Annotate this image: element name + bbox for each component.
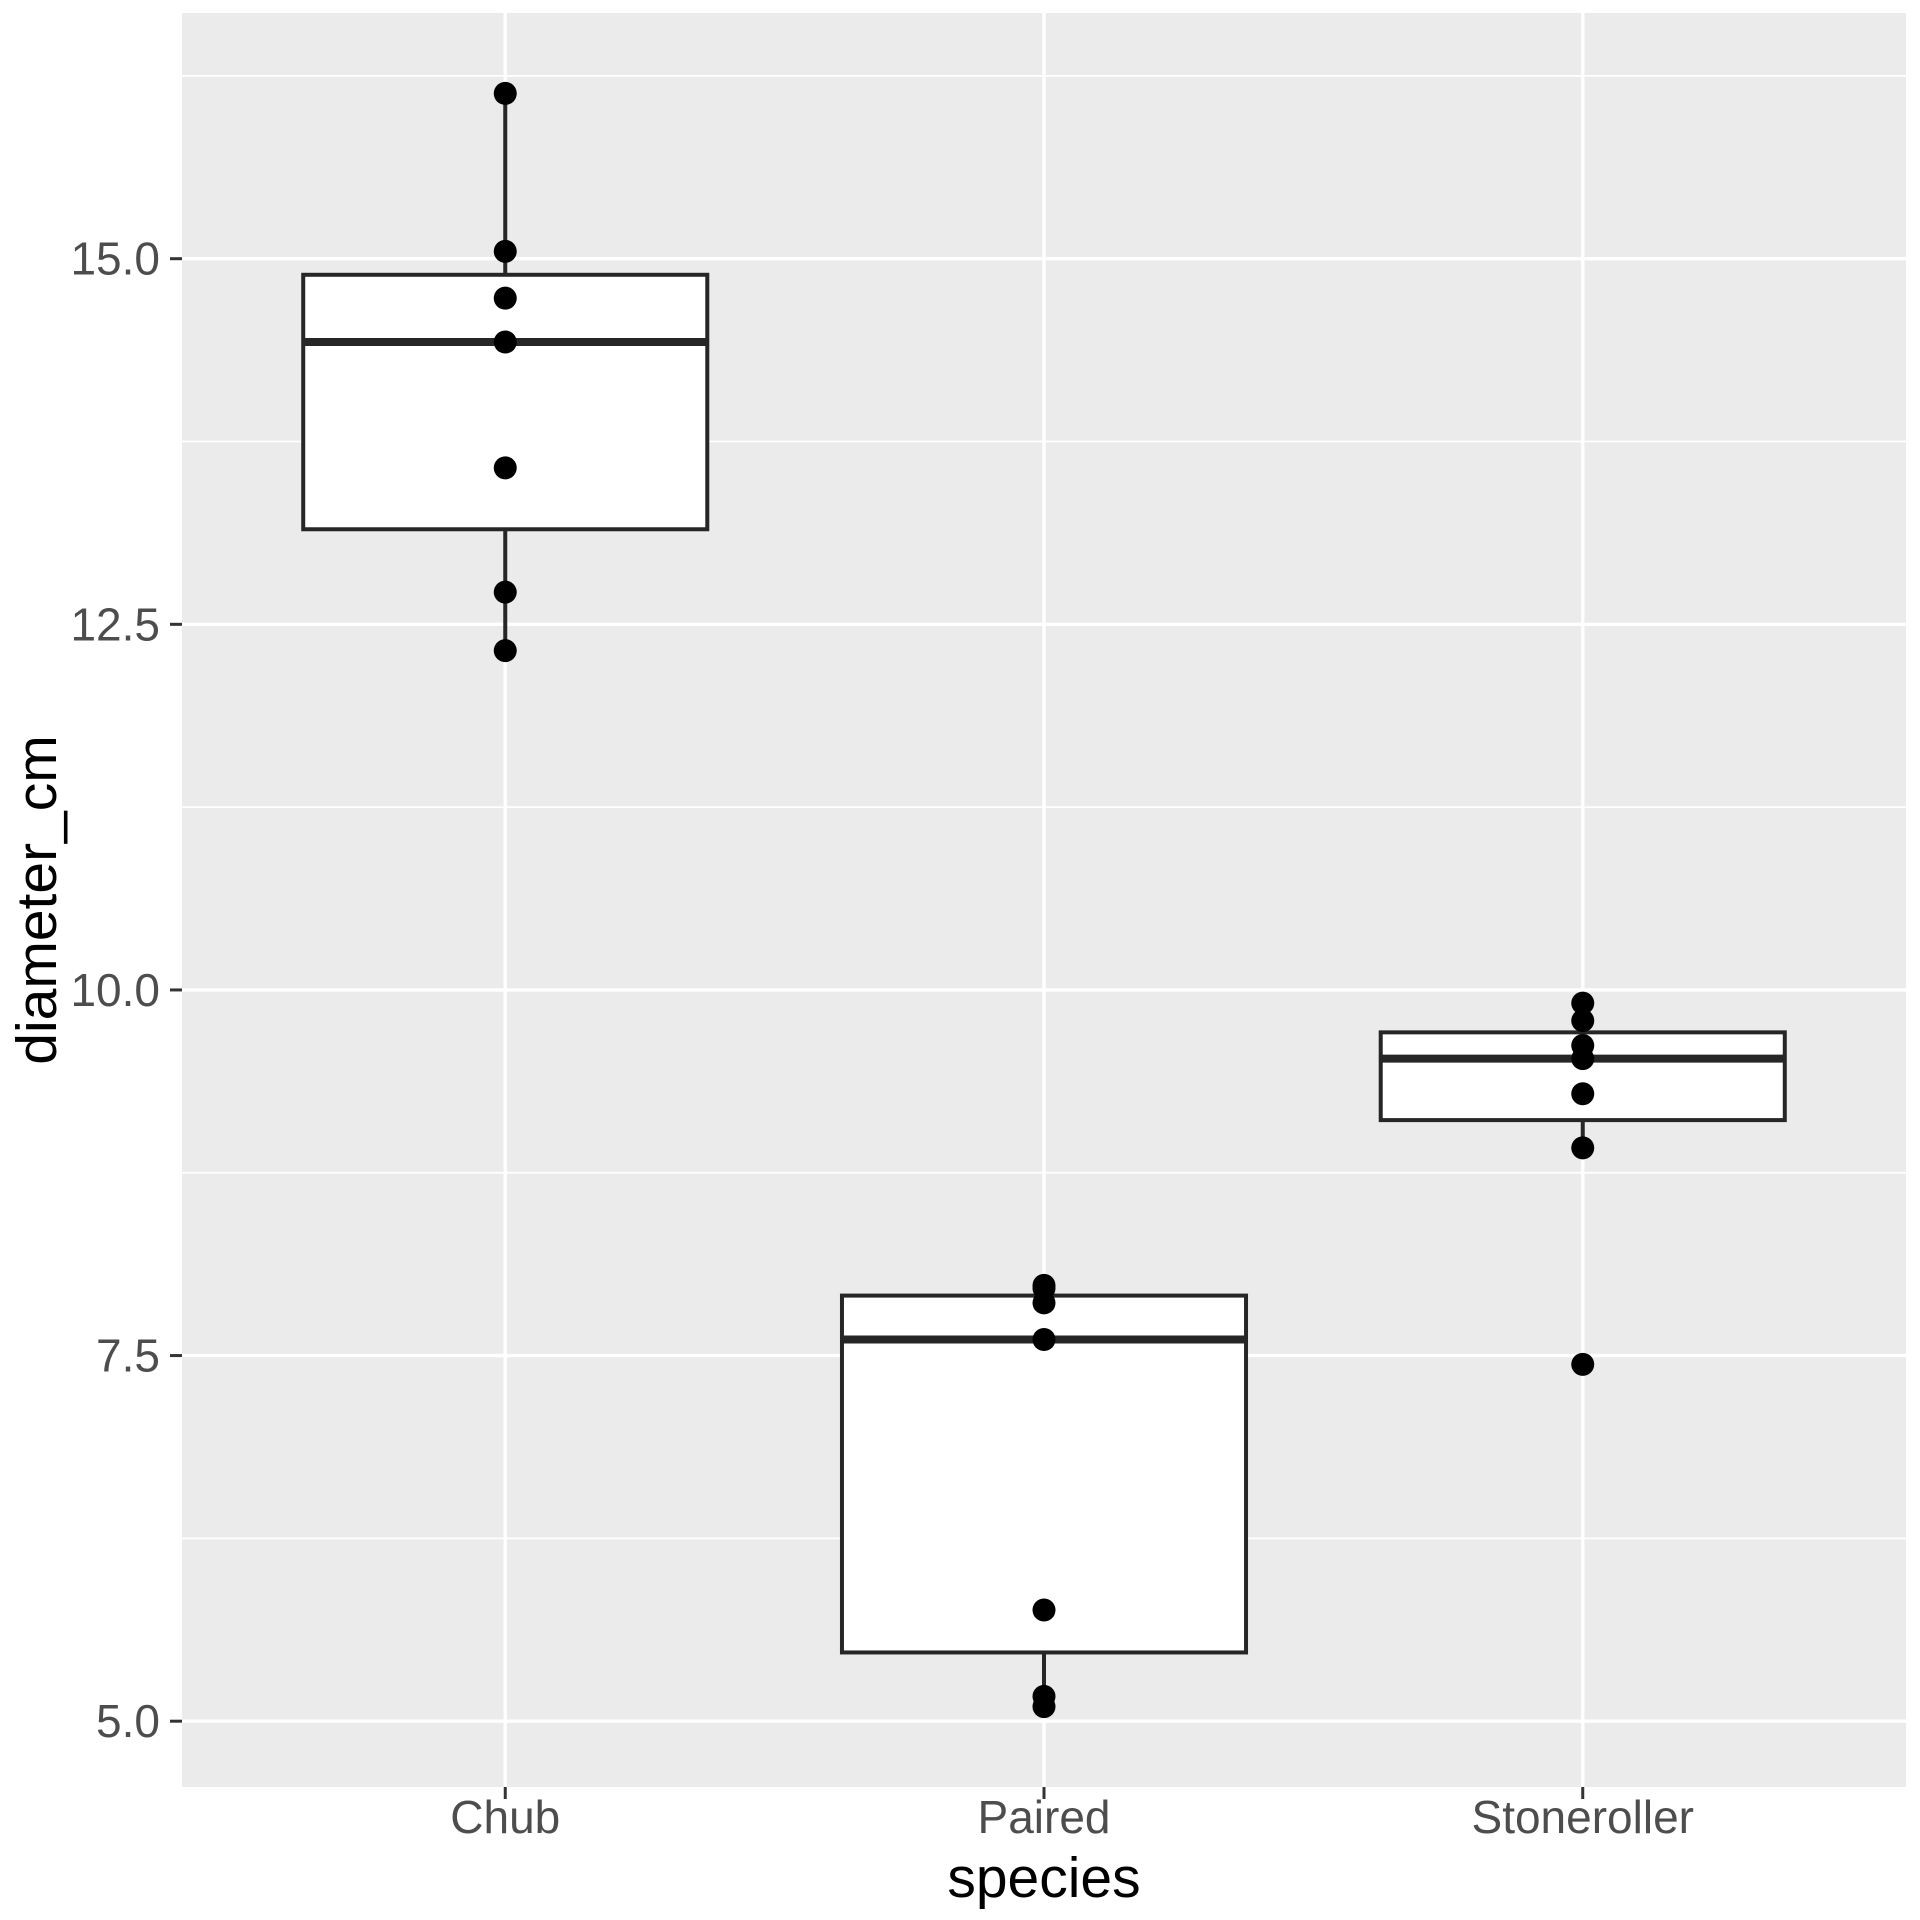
- data-point: [1571, 991, 1595, 1015]
- data-point: [1032, 1695, 1056, 1719]
- y-tick-label: 12.5: [70, 598, 160, 650]
- y-tick-label: 5.0: [96, 1695, 160, 1747]
- x-tick-label-chub: Chub: [450, 1791, 560, 1843]
- data-point: [1032, 1598, 1056, 1622]
- data-point: [1032, 1291, 1056, 1315]
- data-point: [493, 456, 517, 480]
- iqr-box: [839, 1293, 1249, 1655]
- data-point: [493, 580, 517, 604]
- y-tick-label: 7.5: [96, 1330, 160, 1382]
- grid-layer: [182, 13, 1906, 1787]
- data-point: [493, 330, 517, 354]
- x-axis-title: species: [947, 1846, 1140, 1910]
- data-point: [1032, 1327, 1056, 1351]
- data-point: [1571, 1136, 1595, 1160]
- x-tick-label-stoneroller: Stoneroller: [1472, 1791, 1694, 1843]
- data-point: [493, 81, 517, 105]
- boxplot-group-stoneroller: [1378, 991, 1787, 1376]
- axis-layer: 15.0 12.5 10.0 7.5 5.0 Chub Paired Stoneroller: [70, 233, 1694, 1843]
- data-point: [1571, 1352, 1595, 1376]
- iqr-box: [301, 272, 710, 532]
- boxplot-group-chub: [301, 81, 710, 663]
- boxplot-group-paired: [839, 1273, 1249, 1719]
- data-point: [493, 286, 517, 310]
- y-axis-title: diameter_cm: [5, 735, 69, 1064]
- data-point: [493, 639, 517, 663]
- y-tick-label: 10.0: [70, 964, 160, 1016]
- x-tick-label-paired: Paired: [978, 1791, 1111, 1843]
- data-point: [493, 239, 517, 263]
- data-point: [1571, 1082, 1595, 1106]
- data-point: [1571, 1047, 1595, 1071]
- y-tick-label: 15.0: [70, 233, 160, 285]
- data-layer: [301, 81, 1787, 1719]
- data-point: [1571, 1009, 1595, 1033]
